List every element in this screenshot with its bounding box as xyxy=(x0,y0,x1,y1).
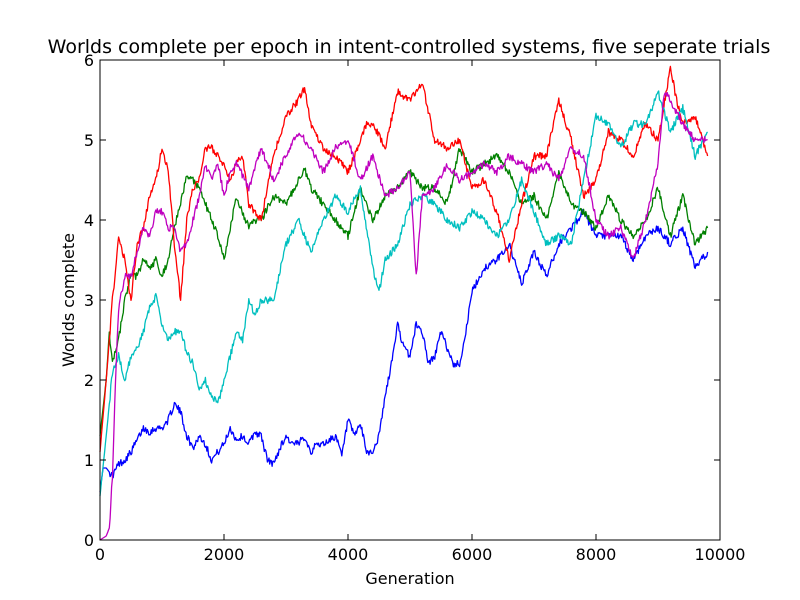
y-tick-label: 4 xyxy=(84,211,94,230)
y-tick-label: 2 xyxy=(84,371,94,390)
y-axis: 0 1 2 3 4 5 6 xyxy=(84,51,720,550)
x-tick-label: 10000 xyxy=(695,545,746,564)
series-line-2 xyxy=(99,147,709,437)
series-line-1 xyxy=(99,208,709,493)
plot-area xyxy=(99,59,721,541)
x-tick-label: 0 xyxy=(95,545,105,564)
series-group xyxy=(99,65,709,541)
series-line-5 xyxy=(99,91,708,541)
y-axis-label: Worlds complete xyxy=(59,233,78,367)
y-tick-label: 3 xyxy=(84,291,94,310)
x-tick-label: 2000 xyxy=(204,545,245,564)
y-tick-label: 0 xyxy=(84,531,94,550)
x-axis-label: Generation xyxy=(365,569,454,588)
x-axis: 0 2000 4000 6000 8000 10000 xyxy=(95,60,746,564)
series-line-3 xyxy=(99,65,709,453)
plot-frame xyxy=(99,59,721,541)
x-tick-label: 4000 xyxy=(328,545,369,564)
x-tick-label: 6000 xyxy=(452,545,493,564)
chart-title: Worlds complete per epoch in intent-cont… xyxy=(48,36,771,58)
y-tick-label: 6 xyxy=(84,51,94,70)
x-tick-label: 8000 xyxy=(576,545,617,564)
y-tick-label: 1 xyxy=(84,451,94,470)
series-line-4 xyxy=(99,90,709,497)
y-tick-label: 5 xyxy=(84,131,94,150)
